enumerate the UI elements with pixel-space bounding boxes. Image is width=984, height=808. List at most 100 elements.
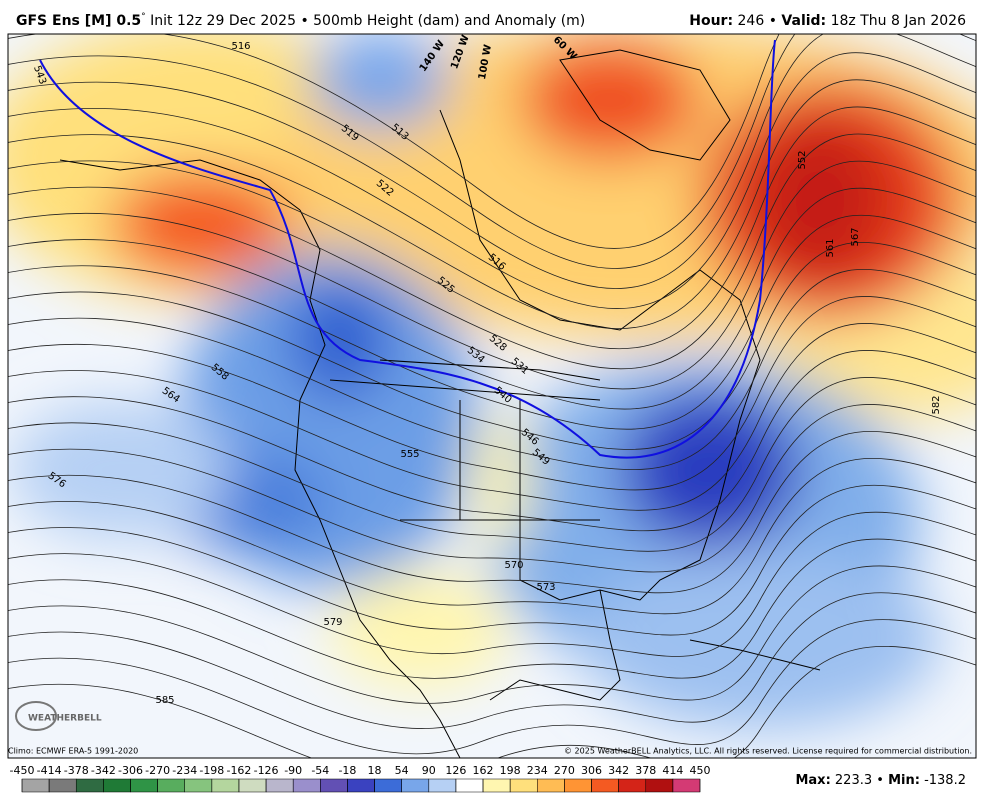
colorbar-swatch — [347, 778, 375, 793]
colorbar-tick-label: 162 — [473, 764, 494, 777]
contour-line — [8, 511, 976, 657]
contour-line — [8, 377, 976, 552]
contour-line — [8, 350, 976, 532]
colorbar-tick-label: 450 — [690, 764, 711, 777]
colorbar-swatch — [265, 778, 294, 793]
contour-label: 555 — [400, 449, 419, 460]
colorbar-swatch — [428, 778, 457, 793]
contour-line — [8, 484, 976, 636]
contour-line — [8, 296, 976, 491]
colorbar-swatch — [482, 778, 511, 793]
contour-line-highlight — [39, 39, 776, 459]
colorbar-tick-label: 414 — [662, 764, 683, 777]
height-contours — [8, 34, 976, 758]
colorbar-tick-label: -198 — [199, 764, 224, 777]
colorbar-swatch — [21, 778, 50, 793]
colorbar-swatch — [618, 778, 647, 793]
max-min: Max: 223.3 • Min: -138.2 — [795, 773, 966, 788]
contour-label: 561 — [825, 238, 836, 257]
colorbar-swatch — [184, 778, 213, 793]
colorbar-tick-label: -306 — [118, 764, 143, 777]
colorbar: -450 -414 -378 -342 -306 -270 -234 -198 -162 -126… — [10, 764, 711, 793]
coastlines — [59, 49, 821, 758]
colorbar-swatch — [103, 778, 131, 793]
colorbar-swatch — [591, 778, 619, 793]
contour-label: 516 — [231, 41, 250, 52]
contour-line — [8, 565, 976, 704]
colorbar-swatch — [509, 778, 538, 793]
copyright: © 2025 WeatherBELL Analytics, LLC. All r… — [564, 747, 972, 756]
colorbar-swatch — [157, 778, 185, 793]
contour-label: 585 — [155, 695, 174, 706]
logo-text: WEATHERBELL — [28, 714, 102, 724]
colorbar-tick-label: -378 — [64, 764, 89, 777]
colorbar-swatch — [672, 778, 701, 793]
colorbar-swatch — [75, 778, 104, 793]
colorbar-tick-label: -234 — [172, 764, 197, 777]
contour-line — [8, 34, 780, 249]
colorbar-tick-label: -342 — [91, 764, 116, 777]
contour-line — [8, 619, 976, 755]
contour-line — [8, 214, 976, 430]
colorbar-tick-label: -414 — [37, 764, 62, 777]
colorbar-swatch — [211, 778, 240, 793]
contour-line — [8, 79, 976, 330]
contour-line — [8, 34, 976, 269]
contour-line — [8, 268, 976, 471]
contour-line — [8, 457, 976, 615]
colorbar-swatch — [48, 778, 77, 793]
colorbar-tick-label: 126 — [445, 764, 466, 777]
colorbar-tick-label: 234 — [527, 764, 548, 777]
contour-line — [8, 241, 976, 450]
contour-line — [8, 430, 976, 594]
map — [8, 34, 976, 758]
contour-label: 579 — [323, 617, 342, 628]
colorbar-tick-label: -450 — [10, 764, 35, 777]
colorbar-swatch — [238, 778, 267, 793]
title: GFS Ens [M] 0.5° Init 12z 29 Dec 2025 • … — [16, 12, 585, 30]
contour-line — [8, 645, 976, 758]
colorbar-swatch — [455, 778, 484, 793]
colorbar-tick-label: 18 — [368, 764, 382, 777]
map-frame — [7, 33, 977, 759]
colorbar-tick-label: -270 — [145, 764, 170, 777]
colorbar-swatch — [537, 778, 565, 793]
contour-line — [8, 592, 976, 729]
contour-line — [8, 133, 976, 370]
contour-label: 552 — [797, 150, 808, 169]
colorbar-swatch — [401, 778, 430, 793]
colorbar-tick-label: -90 — [284, 764, 302, 777]
colorbar-tick-label: -54 — [311, 764, 329, 777]
colorbar-tick-label: 54 — [395, 764, 409, 777]
colorbar-tick-label: 270 — [554, 764, 575, 777]
colorbar-tick-label: -18 — [338, 764, 356, 777]
valid-time: Hour: 246 • Valid: 18z Thu 8 Jan 2026 — [689, 13, 966, 29]
colorbar-tick-label: 378 — [635, 764, 656, 777]
contour-line — [8, 323, 976, 511]
contour-line — [8, 34, 976, 289]
colorbar-tick-label: -162 — [226, 764, 251, 777]
colorbar-tick-label: 306 — [581, 764, 602, 777]
colorbar-swatch — [292, 778, 321, 793]
contour-label: 573 — [536, 582, 555, 593]
contour-line — [8, 106, 976, 350]
contour-line — [8, 160, 976, 390]
logo: WEATHERBELL — [15, 701, 102, 731]
contour-line — [8, 538, 976, 679]
contour-label: 582 — [931, 395, 942, 414]
contour-line — [8, 52, 976, 309]
colorbar-tick-label: -126 — [254, 764, 279, 777]
colorbar-tick-label: 342 — [608, 764, 629, 777]
colorbar-tick-label: 90 — [422, 764, 436, 777]
colorbar-swatch — [645, 778, 674, 793]
colorbar-swatch — [374, 778, 402, 793]
colorbar-swatch — [130, 778, 158, 793]
anomaly-field — [8, 34, 976, 730]
climo-note: Climo: ECMWF ERA-5 1991-2020 — [8, 747, 138, 756]
contour-line — [8, 403, 976, 573]
contour-line — [8, 187, 976, 410]
colorbar-swatch — [564, 778, 592, 793]
colorbar-swatch — [320, 778, 348, 793]
